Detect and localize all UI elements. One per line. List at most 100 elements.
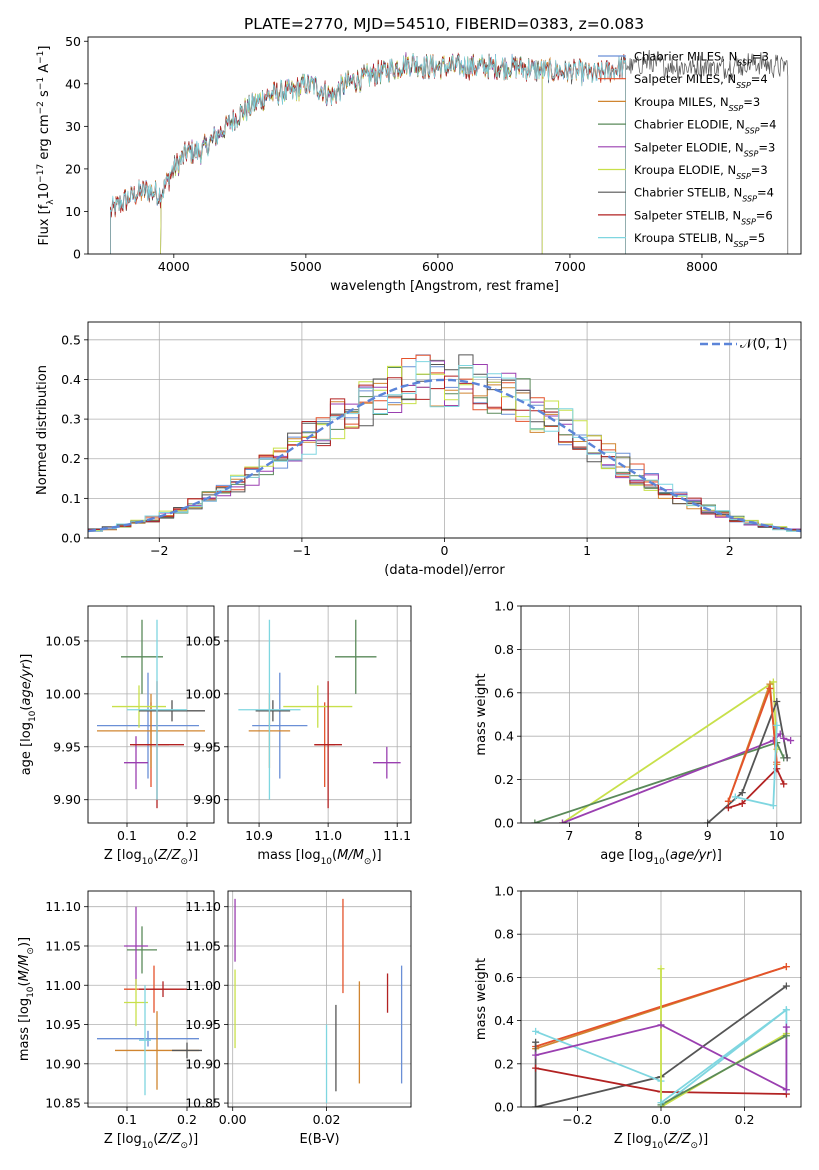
weight-marker	[773, 721, 781, 729]
axes-frame	[87, 605, 215, 824]
y-tick-label: 10.85	[45, 1096, 81, 1111]
y-tick-label: 11.10	[185, 899, 221, 914]
y-tick-label: 0.0	[61, 531, 81, 546]
x-tick-label: 6000	[422, 259, 454, 274]
x-tick-label: 9	[704, 828, 712, 843]
weight-marker	[780, 780, 788, 788]
y-tick-label: 0.8	[494, 927, 514, 942]
spectrum-line	[160, 54, 543, 254]
x-tick-label: 8000	[686, 259, 718, 274]
weight-line	[728, 767, 785, 809]
legend-label: Chabrier STELIB, NSSP=4	[634, 186, 774, 204]
y-tick-label: 10.95	[185, 1017, 221, 1032]
y-tick-label: 1.0	[494, 599, 514, 614]
y-tick-label: 10.95	[45, 1017, 81, 1032]
y-tick-label: 0.2	[494, 1056, 514, 1071]
x-tick-label: 7	[565, 828, 573, 843]
y-axis-label: mass weight	[474, 958, 489, 1040]
legend-label: 𝒩(0, 1)	[740, 337, 787, 352]
y-tick-label: 0.1	[61, 491, 81, 506]
x-tick-label: 0.1	[117, 1112, 137, 1127]
error-bars	[234, 898, 403, 1104]
x-tick-label: 0.2	[177, 1112, 197, 1127]
spectrum-line	[110, 52, 626, 254]
y-tick-label: 11.10	[45, 899, 81, 914]
figure-title: PLATE=2770, MJD=54510, FIBERID=0383, z=0…	[244, 15, 644, 33]
error-bars	[238, 619, 401, 809]
y-tick-label: 0.4	[61, 372, 81, 387]
y-tick-label: 10.05	[185, 633, 221, 648]
axes-frame	[227, 890, 412, 1108]
weight-marker	[738, 789, 746, 797]
plot-layer: 4000 5000 6000 7000 800001020304050wavelengt…	[17, 34, 802, 1151]
x-axis-label: mass [log10(M/M⊙)]	[257, 848, 381, 867]
x-tick-label: 5000	[290, 259, 322, 274]
y-tick-label: 0.3	[61, 412, 81, 427]
x-axis-label: Z [log10(Z/Z⊙)]	[104, 848, 198, 867]
weight-line	[534, 985, 787, 1107]
legend-label: Kroupa MILES, NSSP=3	[634, 95, 760, 113]
spectrum-line	[110, 53, 626, 254]
weight-marker	[769, 802, 777, 810]
histogram-step	[88, 361, 801, 532]
weight-marker	[704, 819, 712, 823]
weight-marker	[782, 1086, 790, 1094]
error-bars	[97, 619, 205, 809]
weight-marker	[783, 754, 791, 762]
weight-marker	[782, 1032, 790, 1040]
mass-weight-vs-age-panel: 7 8 9 10 0.0 0.2 0.4 0.6 0.8 1.0 mass weight age [l…	[474, 599, 802, 867]
y-axis-label: Normed distribution	[35, 365, 50, 495]
histogram-step	[88, 375, 801, 531]
y-tick-label: 0.8	[494, 642, 514, 657]
x-tick-label: 0.1	[117, 828, 137, 843]
legend-label: Chabrier ELODIE, NSSP=4	[634, 118, 776, 136]
y-axis-label: mass weight	[474, 673, 489, 755]
legend-label: Salpeter ELODIE, NSSP=3	[634, 140, 775, 158]
residuals-panel: −2 −1 0 1 2 0.0 0.1 0.2 0.3 0.4 0.5 (data-model)/er…	[35, 321, 802, 578]
x-axis-label: (data-model)/error	[384, 563, 505, 578]
y-tick-label: 10.00	[45, 686, 81, 701]
y-tick-label: 0.0	[494, 816, 514, 831]
histogram-lines	[88, 354, 801, 533]
weight-marker	[532, 1051, 540, 1059]
legend-label: Kroupa ELODIE, NSSP=3	[634, 163, 768, 181]
weight-marker	[531, 819, 539, 823]
legend-label: Salpeter MILES, NSSP=4	[634, 72, 768, 90]
weight-lines	[531, 678, 795, 823]
y-tick-label: 20	[65, 161, 81, 176]
y-tick-label: 50	[65, 34, 81, 49]
weight-marker	[780, 734, 788, 742]
y-tick-label: 11.00	[45, 978, 81, 993]
weight-lines	[532, 963, 790, 1107]
x-axis-label: wavelength [Angstrom, rest frame]	[330, 279, 559, 294]
weight-marker	[766, 684, 774, 692]
normal-curve	[88, 378, 801, 533]
y-tick-label: 0.2	[494, 772, 514, 787]
age-vs-mass-panel: 10.9 11.0 11.1 9.90 9.95 10.00 10.05 mass [log1…	[185, 605, 412, 867]
weight-line	[660, 1034, 787, 1106]
x-tick-label: 0.00	[219, 1112, 247, 1127]
x-tick-label: 11.0	[314, 828, 342, 843]
weight-marker	[532, 1103, 540, 1107]
weight-marker	[782, 963, 790, 971]
y-tick-label: 9.95	[193, 739, 221, 754]
x-tick-label: 7000	[554, 259, 586, 274]
axes-frame	[520, 890, 802, 1108]
x-tick-label: 0.02	[313, 1112, 341, 1127]
weight-marker	[532, 1038, 540, 1046]
spectrum-panel: 4000 5000 6000 7000 8000 0 10 20 30 40 50 wavelengt…	[36, 34, 802, 294]
weight-marker	[532, 1064, 540, 1072]
weight-marker	[724, 797, 732, 805]
spectrum-line	[110, 53, 626, 254]
histogram-step	[88, 354, 801, 531]
y-tick-label: 1.0	[494, 884, 514, 899]
x-axis-label: age [log10(age/yr)]	[600, 848, 722, 867]
weight-marker	[657, 1021, 665, 1029]
x-tick-label: −0.2	[562, 1112, 592, 1127]
y-tick-label: 10	[65, 204, 81, 219]
y-axis-label: mass [log10(M/M⊙)]	[17, 937, 36, 1061]
x-tick-label: 0.0	[651, 1112, 671, 1127]
weight-marker	[782, 982, 790, 990]
weight-line	[660, 968, 787, 1107]
